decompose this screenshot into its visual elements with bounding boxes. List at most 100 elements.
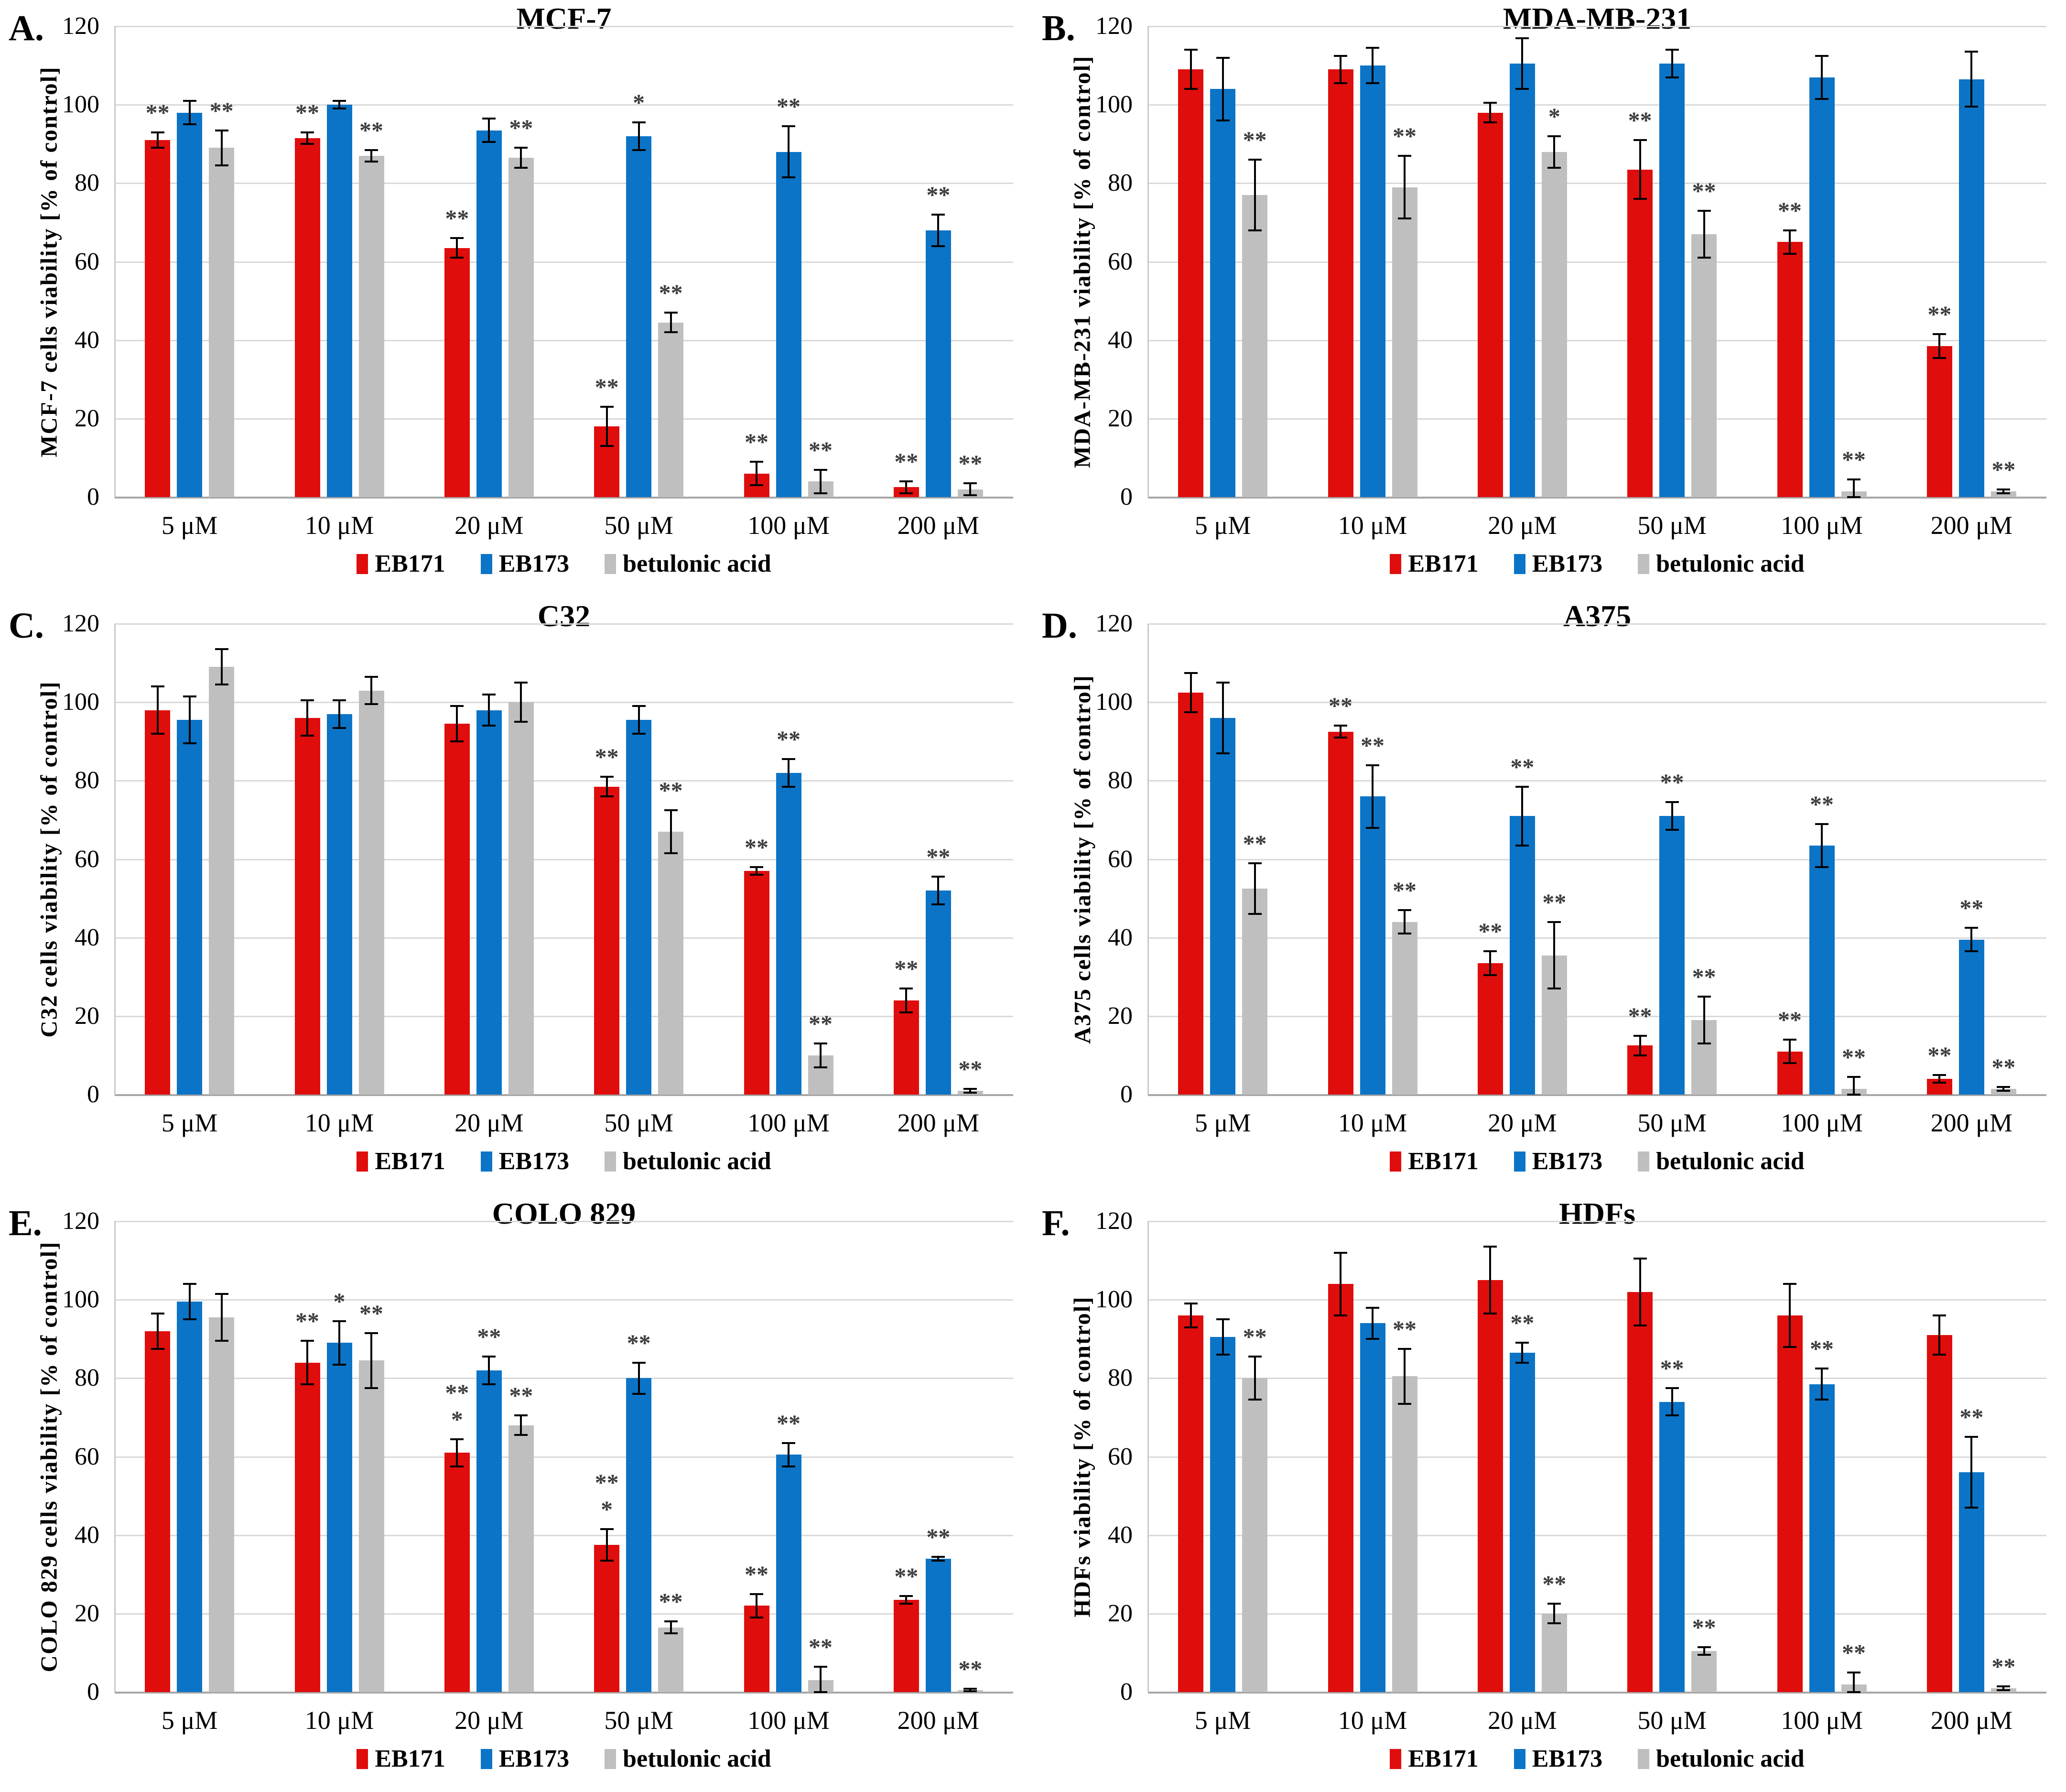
- chart-panel: B. MDA-MB-231 MDA-MB-231 viability [% of c…: [1033, 0, 2066, 597]
- significance-marker-line: **: [1810, 790, 1834, 817]
- error-bar-cap-bottom: [1783, 1346, 1796, 1348]
- error-bar: [370, 1333, 372, 1388]
- error-bar-cap-bottom: [365, 703, 378, 706]
- error-bar: [188, 696, 191, 744]
- error-bar-cap-bottom: [1933, 357, 1947, 359]
- panel-letter: F.: [1042, 1203, 1070, 1243]
- significance-marker-line: *: [333, 1288, 346, 1315]
- error-bar-cap-bottom: [1366, 1338, 1379, 1340]
- significance-marker-line: **: [477, 1323, 501, 1350]
- error-bar: [1190, 50, 1192, 89]
- bar-EB171: [1477, 1280, 1503, 1692]
- significance-marker: **: [1975, 456, 2032, 483]
- error-bar-cap-bottom: [1248, 1399, 1262, 1401]
- gridline: [115, 780, 1013, 782]
- error-bar-cap-bottom: [183, 742, 196, 745]
- error-bar: [1489, 103, 1492, 123]
- gridline: [1148, 1378, 2046, 1379]
- significance-marker-line: **: [509, 1382, 533, 1409]
- significance-marker: *: [311, 1288, 368, 1314]
- legend-marker: [1514, 1749, 1525, 1769]
- panel-letter: C.: [9, 606, 44, 646]
- error-bar-cap-bottom: [151, 147, 164, 149]
- error-bar: [638, 706, 640, 734]
- bar-EB173: [1809, 77, 1835, 497]
- error-bar-cap-top: [1997, 488, 2011, 490]
- x-tick-label: 100 μM: [747, 1706, 830, 1735]
- error-bar: [820, 1666, 822, 1692]
- error-bar-cap-bottom: [1547, 166, 1561, 169]
- x-tick-label: 10 μM: [304, 511, 374, 540]
- error-bar-cap-top: [1248, 862, 1262, 864]
- y-tick-label: 0: [87, 1081, 99, 1108]
- error-bar-cap-bottom: [1633, 198, 1647, 200]
- y-tick-label: 40: [1108, 923, 1133, 951]
- legend-marker: [1390, 554, 1402, 574]
- error-bar: [905, 988, 908, 1012]
- legend-label: EB173: [498, 1745, 570, 1772]
- bar-EB171: [1328, 69, 1353, 497]
- legend-marker: [1638, 554, 1650, 574]
- y-tick-label: 40: [1108, 1521, 1133, 1549]
- error-bar-cap-top: [301, 131, 314, 133]
- error-bar-cap-top: [1933, 1074, 1947, 1076]
- panel-title: COLO 829: [492, 1196, 636, 1230]
- bar-betulonic-acid: [1541, 1613, 1567, 1692]
- bar-betulonic-acid: [1392, 187, 1417, 497]
- error-bar-cap-top: [750, 866, 763, 868]
- error-bar: [1853, 1672, 1855, 1692]
- panel-title: MDA-MB-231: [1503, 1, 1692, 35]
- error-bar-cap-bottom: [151, 1347, 164, 1350]
- panel-letter: B.: [1042, 8, 1075, 48]
- legend-label: betulonic acid: [623, 550, 771, 577]
- legend: EB171 EB173 betulonic acid: [115, 1147, 1013, 1175]
- bar-betulonic-acid: [1541, 152, 1567, 497]
- x-tick-label: 20 μM: [1488, 511, 1557, 540]
- error-bar-cap-bottom: [1216, 1354, 1230, 1356]
- bar-EB171: [145, 1331, 171, 1692]
- significance-marker: **: [1911, 1042, 1968, 1068]
- significance-marker-line: **: [1810, 1335, 1834, 1362]
- error-bar-cap-top: [1515, 37, 1529, 39]
- legend-label: EB171: [1408, 1148, 1479, 1175]
- error-bar-cap-bottom: [931, 245, 945, 247]
- error-bar: [488, 694, 490, 726]
- y-tick-label: 0: [1120, 483, 1133, 510]
- error-bar-cap-bottom: [1334, 1314, 1347, 1316]
- error-bar-cap-top: [632, 121, 646, 124]
- significance-marker-line: **: [1927, 301, 1952, 328]
- gridline: [115, 183, 1013, 185]
- legend-label: betulonic acid: [623, 1745, 771, 1772]
- bar-EB171: [1477, 112, 1503, 497]
- error-bar-cap-top: [1965, 51, 1979, 53]
- error-bar-cap-bottom: [632, 732, 646, 735]
- error-bar-cap-bottom: [151, 732, 164, 735]
- legend-marker: [605, 1749, 617, 1769]
- plot-area: ** ** ** ** ** ** ** ** ** **: [1147, 1221, 2046, 1694]
- error-bar: [1938, 334, 1941, 358]
- significance-marker-line: *: [601, 1496, 613, 1523]
- error-bar-cap-bottom: [450, 1466, 464, 1468]
- bar-EB173: [1360, 796, 1385, 1095]
- error-bar-cap-top: [482, 117, 496, 119]
- error-bar: [1703, 210, 1705, 258]
- error-bar-cap-bottom: [600, 795, 614, 798]
- error-bar-cap-top: [782, 1442, 795, 1444]
- error-bar: [370, 150, 372, 162]
- legend-label: EB171: [1408, 1745, 1479, 1772]
- error-bar-cap-top: [183, 1283, 196, 1285]
- bar-EB171: [444, 724, 470, 1095]
- error-bar-cap-bottom: [1515, 1361, 1529, 1364]
- error-bar-cap-bottom: [1665, 828, 1679, 831]
- bar-betulonic-acid: [209, 667, 235, 1095]
- significance-marker-line: **: [1542, 888, 1567, 915]
- error-bar-cap-top: [183, 695, 196, 697]
- error-bar-cap-top: [782, 758, 795, 760]
- gridline: [115, 937, 1013, 939]
- significance-marker: **: [909, 181, 967, 208]
- significance-marker-line: **: [1927, 1041, 1952, 1068]
- error-bar-cap-bottom: [215, 164, 228, 167]
- significance-marker-line: **: [745, 833, 768, 860]
- error-bar-cap-bottom: [1997, 1689, 2011, 1691]
